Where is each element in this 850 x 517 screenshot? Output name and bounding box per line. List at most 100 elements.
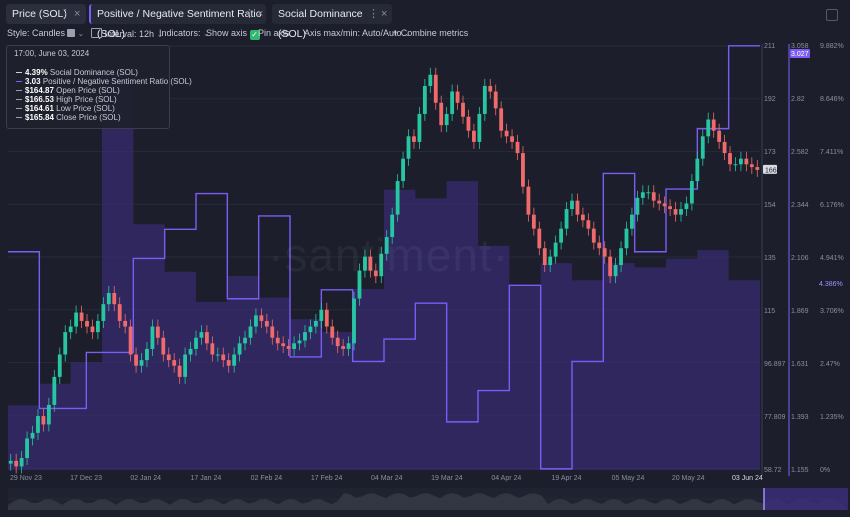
indicators-dropdown[interactable]: Indicators: ⌄: [159, 28, 210, 38]
axis-minmax-dropdown[interactable]: Axis max/min: Auto/Auto ⌄: [304, 28, 411, 38]
dominance-axis-tick: 9.882%: [820, 43, 844, 50]
tab-social-dominance[interactable]: Social Dominance (SOL) ⋮ ×: [272, 4, 392, 40]
dominance-axis-tick: 3.706%: [820, 308, 844, 315]
candle: [493, 91, 498, 109]
dominance-axis-tick: 2.47%: [820, 361, 840, 368]
candle: [542, 248, 547, 266]
candle: [390, 214, 395, 238]
x-axis-tick: 04 Apr 24: [491, 475, 521, 482]
x-axis-tick: 17 Dec 23: [70, 475, 102, 482]
candle: [488, 85, 493, 92]
more-vertical-icon[interactable]: ⋮: [368, 8, 379, 20]
interval-dropdown[interactable]: Interval: 12h ⌄: [91, 28, 163, 39]
chevron-down-icon: ⌄: [203, 29, 210, 38]
color-picker[interactable]: ⌄: [67, 28, 84, 38]
show-axis-label: Show axis: [206, 28, 248, 38]
tab-sentiment-ratio[interactable]: Positive / Negative Sentiment Ratio (SOL…: [89, 4, 266, 40]
price-axis-tick: 192: [764, 96, 776, 103]
candle: [739, 158, 743, 165]
candle: [19, 458, 24, 467]
tooltip-row: $166.53 High Price (SOL): [16, 95, 117, 105]
candle: [30, 432, 35, 439]
tooltip-row: $165.84 Close Price (SOL): [16, 113, 121, 123]
candle: [482, 85, 487, 114]
candle: [341, 346, 346, 349]
sentiment-ratio-line: [8, 45, 760, 470]
candle: [395, 181, 400, 215]
calendar-icon: [91, 28, 102, 38]
candle: [722, 141, 727, 154]
candle: [248, 326, 253, 338]
tab-social-dominance-label: Social Dominance (SOL): [278, 8, 363, 40]
combine-metrics-button[interactable]: + Combine metrics: [393, 28, 468, 38]
close-icon[interactable]: ×: [74, 8, 81, 20]
more-vertical-icon[interactable]: ⋮: [244, 8, 255, 20]
candle: [41, 416, 46, 425]
candle: [466, 116, 471, 131]
interval-label: Interval: 12h: [104, 29, 155, 39]
candle: [128, 326, 133, 355]
x-axis-tick: 02 Feb 24: [251, 475, 283, 482]
candle: [662, 203, 667, 207]
candle: [608, 256, 613, 277]
show-axis-toggle[interactable]: Show axis ✓: [206, 28, 260, 40]
candle: [150, 326, 155, 349]
candle: [646, 192, 651, 194]
candle: [52, 376, 57, 405]
candle: [695, 158, 700, 182]
checkbox-checked-icon[interactable]: ✓: [249, 30, 260, 40]
candle: [580, 214, 585, 221]
candle: [510, 136, 514, 142]
candle: [559, 228, 564, 243]
pin-axis-toggle[interactable]: Pin axis: [258, 28, 290, 38]
candle: [36, 416, 40, 433]
dominance-axis-tick: 1.235%: [820, 414, 844, 421]
candle: [450, 91, 455, 114]
candle: [215, 354, 220, 356]
candle: [684, 203, 689, 210]
candle: [68, 326, 73, 333]
candle: [417, 113, 422, 142]
tooltip-label: Open Price (SOL): [56, 86, 120, 95]
candle: [504, 130, 509, 137]
more-vertical-icon[interactable]: ⋮: [60, 8, 71, 20]
candle: [259, 315, 264, 321]
pin-axis-label: Pin axis: [258, 28, 290, 38]
candle: [243, 337, 247, 344]
ratio-axis-tick: 1.155: [791, 467, 809, 474]
candle: [368, 256, 373, 271]
candle: [303, 332, 307, 341]
current-ratio-label: 3.027: [791, 51, 809, 58]
settings-icon[interactable]: [826, 9, 838, 21]
candle: [14, 460, 19, 467]
x-axis-tick: 05 May 24: [612, 475, 645, 482]
tooltip-value: 4.39%: [25, 68, 48, 77]
close-icon[interactable]: ×: [257, 8, 264, 20]
candle: [319, 309, 324, 321]
ratio-axis-tick: 2.82: [791, 96, 805, 103]
candle: [177, 365, 182, 377]
current-dominance-label: 4.386%: [819, 281, 843, 288]
style-dropdown[interactable]: Style: Candles: [7, 28, 65, 38]
x-axis-tick: 02 Jan 24: [130, 475, 161, 482]
candle: [357, 270, 362, 299]
candle: [455, 91, 460, 103]
santiment-watermark: ·santiment·: [268, 229, 510, 281]
candle: [668, 206, 672, 210]
candle: [428, 74, 433, 86]
candle: [755, 167, 760, 170]
candle: [537, 228, 542, 249]
candle: [96, 320, 100, 333]
x-axis-tick: 17 Jan 24: [191, 475, 222, 482]
tab-price[interactable]: Price (SOL) ⋮ ×: [6, 4, 86, 24]
close-icon[interactable]: ×: [381, 8, 388, 20]
candle: [117, 304, 122, 321]
tooltip-date: 17:00, June 03, 2024: [14, 49, 90, 58]
tooltip-label: Low Price (SOL): [56, 104, 115, 113]
candle: [264, 320, 269, 327]
plus-icon: +: [393, 28, 399, 38]
dominance-axis-tick: 4.941%: [820, 255, 844, 262]
tooltip-panel: 17:00, June 03, 2024 4.39% Social Domina…: [6, 45, 192, 129]
x-axis-tick: 03 Jun 24: [732, 475, 763, 482]
